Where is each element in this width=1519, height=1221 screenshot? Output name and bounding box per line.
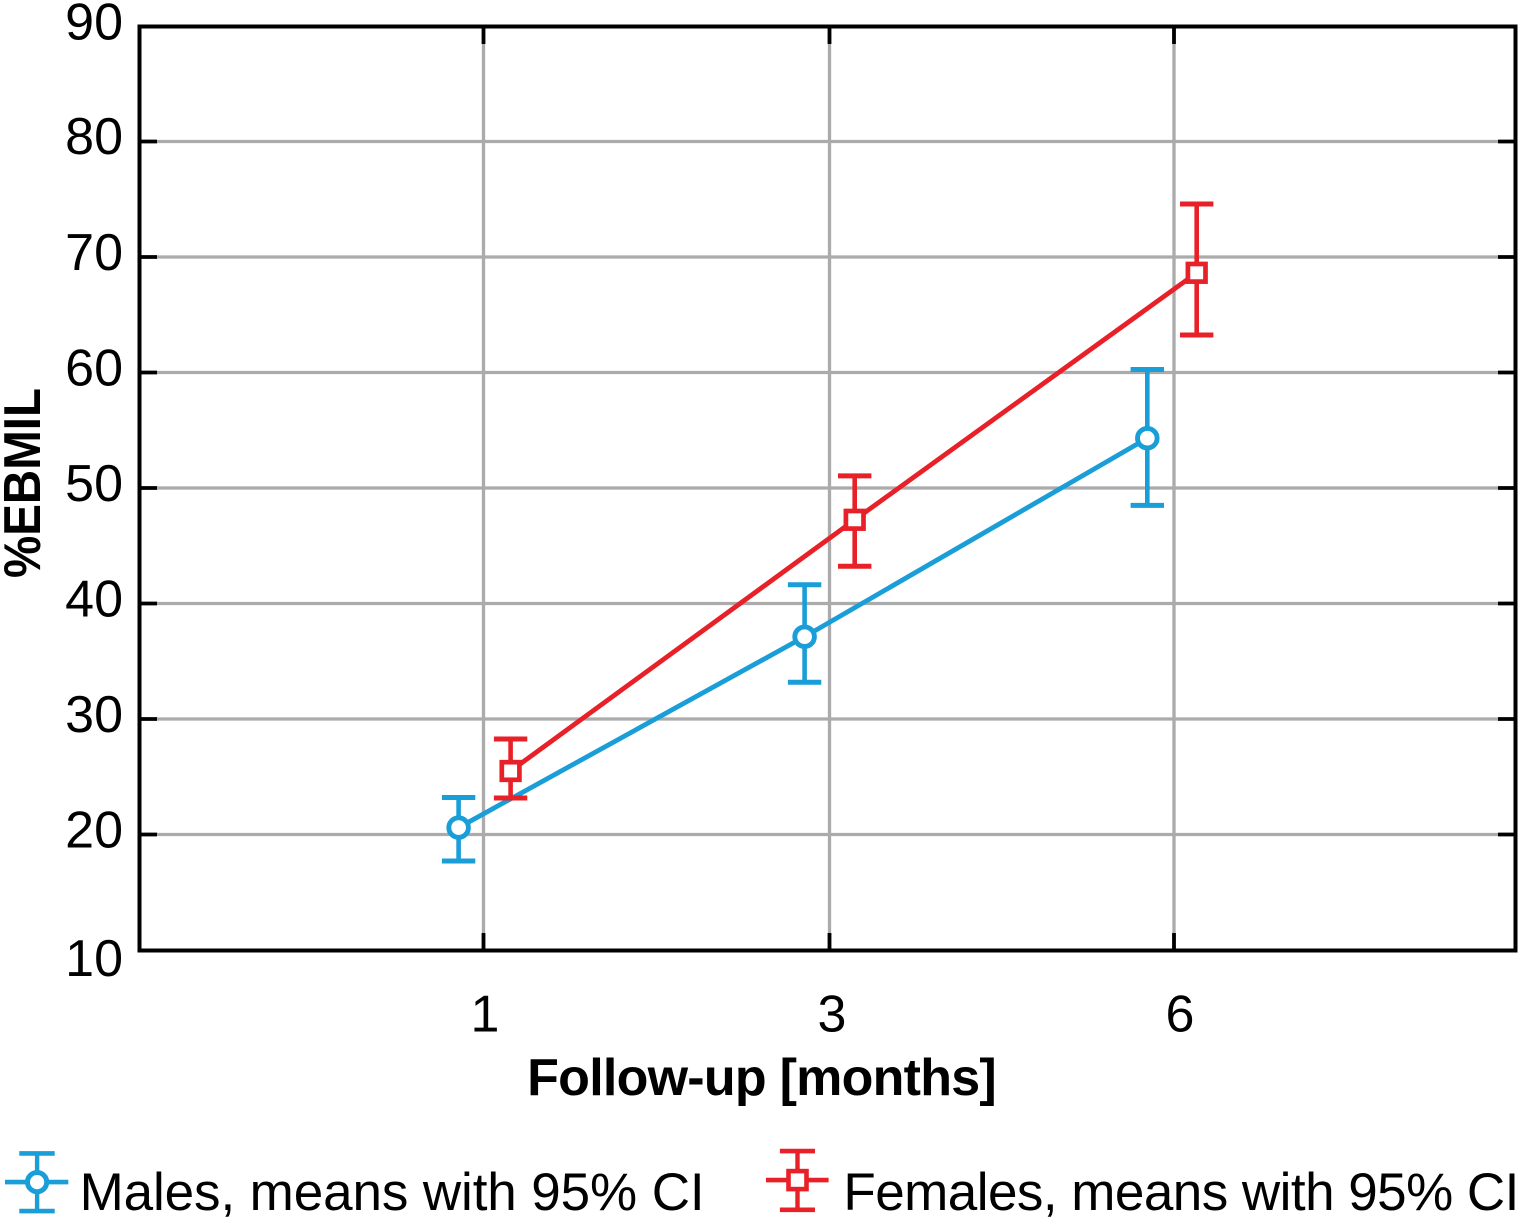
svg-text:Females, means with 95% CI: Females, means with 95% CI xyxy=(843,1163,1519,1221)
svg-text:6: 6 xyxy=(1166,985,1195,1043)
svg-text:Males, means with 95% CI: Males, means with 95% CI xyxy=(80,1163,705,1221)
svg-text:80: 80 xyxy=(65,108,123,166)
svg-text:20: 20 xyxy=(65,802,123,860)
svg-text:50: 50 xyxy=(65,455,123,513)
svg-text:90: 90 xyxy=(65,0,123,51)
svg-text:Follow-up [months]: Follow-up [months] xyxy=(527,1049,996,1107)
svg-text:40: 40 xyxy=(65,571,123,629)
svg-text:70: 70 xyxy=(65,224,123,282)
svg-text:%EBMIL: %EBMIL xyxy=(0,388,52,578)
svg-text:1: 1 xyxy=(471,985,500,1043)
svg-text:60: 60 xyxy=(65,340,123,398)
svg-text:10: 10 xyxy=(65,930,123,988)
svg-text:3: 3 xyxy=(817,985,846,1043)
svg-text:30: 30 xyxy=(65,686,123,744)
